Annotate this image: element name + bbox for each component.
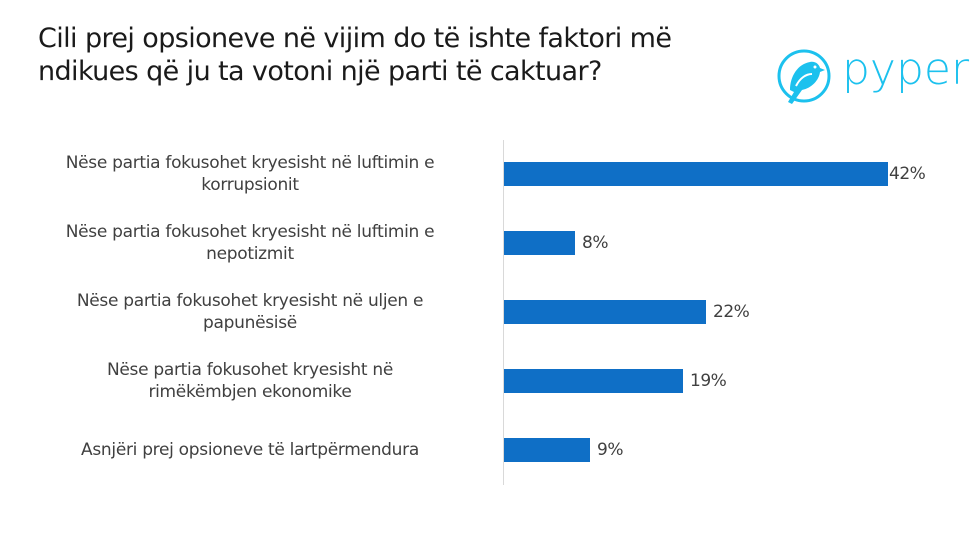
category-label-line1: Nëse partia fokusohet kryesisht në uljen… <box>76 291 424 311</box>
bar <box>504 231 575 255</box>
value-label: 8% <box>582 233 608 253</box>
chart-row: Nëse partia fokusohet kryesisht në lufti… <box>0 209 980 278</box>
category-label-line1: Nëse partia fokusohet kryesisht në <box>106 360 393 380</box>
category-label: Asnjëri prej opsioneve të lartpërmendura <box>20 439 480 461</box>
bar <box>504 438 590 462</box>
category-label-line1: Asnjëri prej opsioneve të lartpërmendura <box>81 440 419 460</box>
value-label: 19% <box>690 371 727 391</box>
chart-row: Asnjëri prej opsioneve të lartpërmendura… <box>0 416 980 485</box>
bird-in-circle-icon <box>777 49 831 104</box>
chart-row: Nëse partia fokusohet kryesisht në rimëk… <box>0 347 980 416</box>
pyper-logo: pyper <box>768 42 970 114</box>
category-label-line1: Nëse partia fokusohet kryesisht në lufti… <box>65 222 435 242</box>
category-label-line2: nepotizmit <box>206 244 294 264</box>
category-label: Nëse partia fokusohet kryesisht në uljen… <box>20 290 480 334</box>
category-label: Nëse partia fokusohet kryesisht në lufti… <box>20 221 480 265</box>
bar <box>504 369 683 393</box>
chart-row: Nëse partia fokusohet kryesisht në uljen… <box>0 278 980 347</box>
category-label: Nëse partia fokusohet kryesisht në rimëk… <box>20 359 480 403</box>
category-label-line2: papunësisë <box>203 313 297 333</box>
category-label-line2: rimëkëmbjen ekonomike <box>148 382 352 402</box>
value-label: 22% <box>713 302 750 322</box>
logo-text: pyper <box>842 44 970 95</box>
category-label-line2: korrupsionit <box>201 175 299 195</box>
chart-title: Cili prej opsioneve në vijim do të ishte… <box>38 23 672 87</box>
bar <box>504 162 888 186</box>
category-label: Nëse partia fokusohet kryesisht në lufti… <box>20 152 480 196</box>
category-label-line1: Nëse partia fokusohet kryesisht në lufti… <box>65 153 435 173</box>
value-label: 42% <box>889 164 926 184</box>
category-axis-line <box>503 140 504 485</box>
value-label: 9% <box>597 440 623 460</box>
chart-row: Nëse partia fokusohet kryesisht në lufti… <box>0 140 980 209</box>
bar <box>504 300 706 324</box>
